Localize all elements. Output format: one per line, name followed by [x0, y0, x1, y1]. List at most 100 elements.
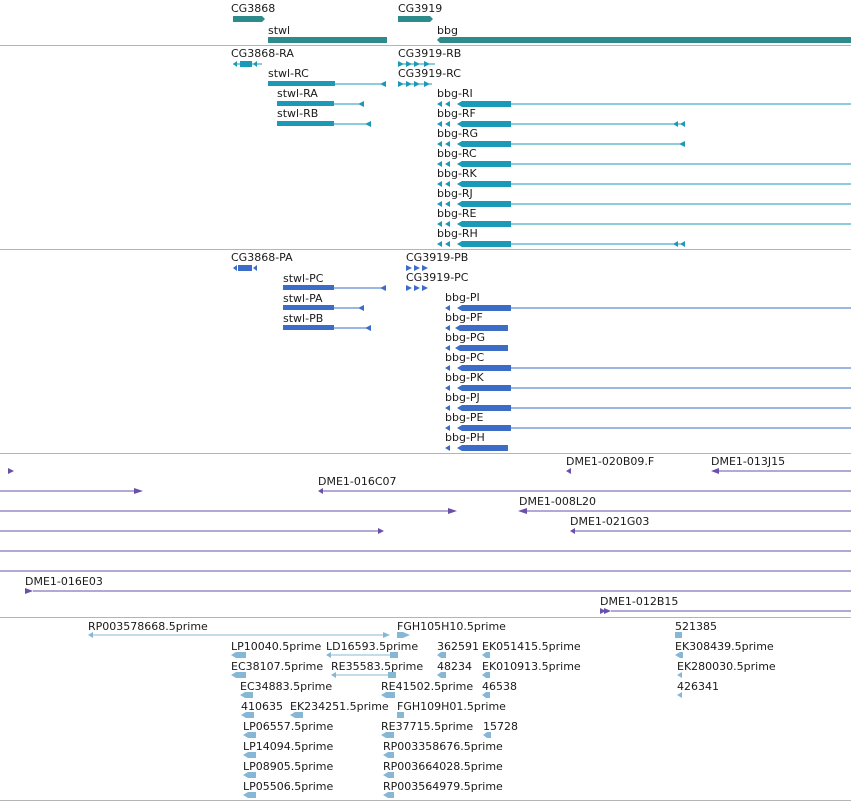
- protein-glyph[interactable]: [445, 405, 851, 411]
- clone-glyph[interactable]: [8, 468, 14, 474]
- est-label[interactable]: EK234251.5prime: [290, 700, 389, 713]
- protein-glyph[interactable]: [445, 305, 851, 311]
- est-label[interactable]: EK051415.5prime: [482, 640, 581, 653]
- est-glyph[interactable]: [231, 672, 246, 678]
- protein-label[interactable]: stwl-PA: [283, 292, 323, 305]
- clone-glyph[interactable]: [0, 488, 143, 494]
- est-label[interactable]: LP06557.5prime: [243, 720, 334, 733]
- protein-label[interactable]: bbg-PC: [445, 351, 485, 364]
- transcript-glyph[interactable]: [437, 201, 851, 207]
- est-glyph[interactable]: [397, 712, 404, 718]
- protein-label[interactable]: stwl-PB: [283, 312, 323, 325]
- clone-glyph[interactable]: [318, 488, 851, 494]
- protein-glyph[interactable]: [445, 385, 851, 391]
- est-label[interactable]: RE41502.5prime: [381, 680, 473, 693]
- est-glyph[interactable]: [437, 672, 446, 678]
- est-label[interactable]: RP003564979.5prime: [383, 780, 503, 793]
- est-label[interactable]: RE37715.5prime: [381, 720, 473, 733]
- transcript-label[interactable]: CG3868-RA: [231, 47, 294, 60]
- transcript-label[interactable]: CG3919-RC: [398, 67, 461, 80]
- transcript-glyph[interactable]: [233, 61, 262, 67]
- protein-label[interactable]: stwl-PC: [283, 272, 324, 285]
- clone-glyph[interactable]: [711, 468, 851, 474]
- est-glyph[interactable]: [241, 712, 254, 718]
- transcript-glyph[interactable]: [437, 141, 685, 147]
- transcript-label[interactable]: bbg-RF: [437, 107, 476, 120]
- transcript-glyph[interactable]: [277, 121, 371, 127]
- est-label[interactable]: EK010913.5prime: [482, 660, 581, 673]
- protein-glyph[interactable]: [283, 285, 386, 291]
- est-glyph[interactable]: [326, 652, 398, 658]
- clone-label[interactable]: DME1-012B15: [600, 595, 678, 608]
- est-glyph[interactable]: [483, 732, 491, 738]
- est-label[interactable]: 362591: [437, 640, 479, 653]
- protein-label[interactable]: CG3919-PB: [406, 251, 468, 264]
- est-label[interactable]: RP003664028.5prime: [383, 760, 503, 773]
- protein-label[interactable]: CG3868-PA: [231, 251, 293, 264]
- protein-glyph[interactable]: [406, 285, 428, 291]
- est-glyph[interactable]: [383, 772, 394, 778]
- est-label[interactable]: LP14094.5prime: [243, 740, 334, 753]
- clone-label[interactable]: DME1-020B09.F: [566, 455, 654, 468]
- transcript-label[interactable]: stwl-RA: [277, 87, 318, 100]
- est-glyph[interactable]: [677, 692, 682, 698]
- est-glyph[interactable]: [397, 632, 410, 638]
- est-glyph[interactable]: [675, 652, 683, 658]
- protein-glyph[interactable]: [283, 305, 364, 311]
- est-glyph[interactable]: [240, 692, 253, 698]
- protein-glyph[interactable]: [406, 265, 428, 271]
- clone-glyph[interactable]: [570, 528, 851, 534]
- transcript-glyph[interactable]: [437, 161, 851, 167]
- est-glyph[interactable]: [383, 792, 394, 798]
- clone-glyph[interactable]: [0, 508, 457, 514]
- gene-stwl-glyph[interactable]: [268, 37, 387, 43]
- transcript-label[interactable]: bbg-RC: [437, 147, 477, 160]
- clone-glyph[interactable]: [518, 508, 851, 514]
- transcript-label[interactable]: bbg-RE: [437, 207, 477, 220]
- protein-label[interactable]: bbg-PK: [445, 371, 485, 384]
- protein-label[interactable]: bbg-PF: [445, 311, 483, 324]
- est-label[interactable]: 46538: [482, 680, 517, 693]
- transcript-label[interactable]: stwl-RC: [268, 67, 309, 80]
- est-glyph[interactable]: [231, 652, 246, 658]
- gene-bbg-label[interactable]: bbg: [437, 24, 458, 37]
- est-glyph[interactable]: [381, 732, 394, 738]
- protein-glyph[interactable]: [445, 425, 851, 431]
- gene-cg3919-glyph[interactable]: [398, 16, 433, 22]
- protein-glyph[interactable]: [445, 325, 508, 331]
- est-label[interactable]: RE35583.5prime: [331, 660, 423, 673]
- est-label[interactable]: 521385: [675, 620, 717, 633]
- est-glyph[interactable]: [243, 772, 256, 778]
- transcript-glyph[interactable]: [437, 241, 685, 247]
- gene-cg3868-label[interactable]: CG3868: [231, 2, 275, 15]
- transcript-label[interactable]: stwl-RB: [277, 107, 318, 120]
- transcript-label[interactable]: bbg-RK: [437, 167, 478, 180]
- est-label[interactable]: 426341: [677, 680, 719, 693]
- est-glyph[interactable]: [243, 732, 256, 738]
- transcript-glyph[interactable]: [398, 81, 432, 87]
- est-glyph[interactable]: [331, 672, 396, 678]
- gene-cg3868-glyph[interactable]: [233, 16, 265, 22]
- est-label[interactable]: EK280030.5prime: [677, 660, 776, 673]
- transcript-glyph[interactable]: [437, 181, 851, 187]
- est-label[interactable]: FGH105H10.5prime: [397, 620, 506, 633]
- est-glyph[interactable]: [243, 752, 256, 758]
- transcript-label[interactable]: bbg-RG: [437, 127, 478, 140]
- transcript-glyph[interactable]: [437, 121, 685, 127]
- est-label[interactable]: FGH109H01.5prime: [397, 700, 506, 713]
- protein-glyph[interactable]: [445, 345, 508, 351]
- clone-label[interactable]: DME1-021G03: [570, 515, 649, 528]
- transcript-label[interactable]: CG3919-RB: [398, 47, 461, 60]
- est-label[interactable]: LP08905.5prime: [243, 760, 334, 773]
- est-label[interactable]: RP003578668.5prime: [88, 620, 208, 633]
- est-glyph[interactable]: [675, 632, 682, 638]
- protein-glyph[interactable]: [233, 265, 257, 271]
- transcript-label[interactable]: bbg-RI: [437, 87, 473, 100]
- transcript-glyph[interactable]: [437, 221, 851, 227]
- est-glyph[interactable]: [677, 672, 682, 678]
- protein-label[interactable]: bbg-PI: [445, 291, 480, 304]
- clone-label[interactable]: DME1-013J15: [711, 455, 785, 468]
- est-glyph[interactable]: [383, 752, 394, 758]
- clone-label[interactable]: DME1-008L20: [519, 495, 596, 508]
- est-label[interactable]: RP003358676.5prime: [383, 740, 503, 753]
